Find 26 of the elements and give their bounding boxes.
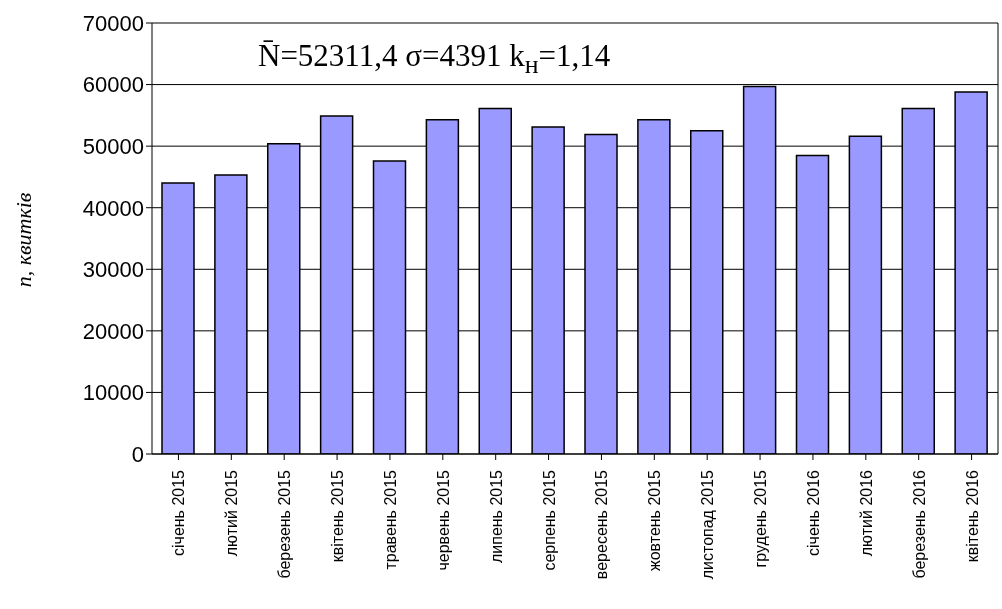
y-tick-label: 50000	[82, 133, 144, 159]
x-tick-label: жовтень 2015	[646, 469, 664, 572]
x-tick-label: червень 2015	[434, 469, 452, 571]
stat-note: N̄=52311,4 σ=4391 k$_{н}$=1,14	[258, 38, 611, 81]
y-axis-title: n, квитків	[11, 192, 37, 288]
y-tick-label: 30000	[82, 257, 144, 283]
x-tick-label: грудень 2015	[752, 469, 770, 568]
x-tick-label: березень 2015	[276, 469, 294, 579]
x-tick-label: лютий 2015	[223, 469, 241, 557]
x-tick-label: квітень 2015	[329, 469, 347, 563]
x-tick-label: лютий 2016	[857, 469, 875, 557]
x-tick-label: січень 2016	[804, 469, 822, 556]
x-tick-label: квітень 2016	[963, 469, 981, 563]
x-tick-label: вересень 2015	[593, 469, 611, 580]
y-tick-label: 60000	[82, 72, 144, 98]
x-tick-label: липень 2015	[487, 469, 505, 564]
x-tick-label: січень 2015	[170, 469, 188, 556]
x-tick-label: листопад 2015	[699, 469, 717, 580]
y-tick-label: 20000	[82, 318, 144, 344]
y-tick-label: 10000	[82, 380, 144, 406]
y-tick-label: 0	[131, 441, 144, 467]
y-tick-label: 70000	[82, 10, 144, 36]
x-tick-label: травень 2015	[381, 469, 399, 570]
x-tick-label: серпень 2015	[540, 469, 558, 571]
x-tick-label: березень 2016	[910, 469, 928, 579]
y-tick-label: 40000	[82, 195, 144, 221]
